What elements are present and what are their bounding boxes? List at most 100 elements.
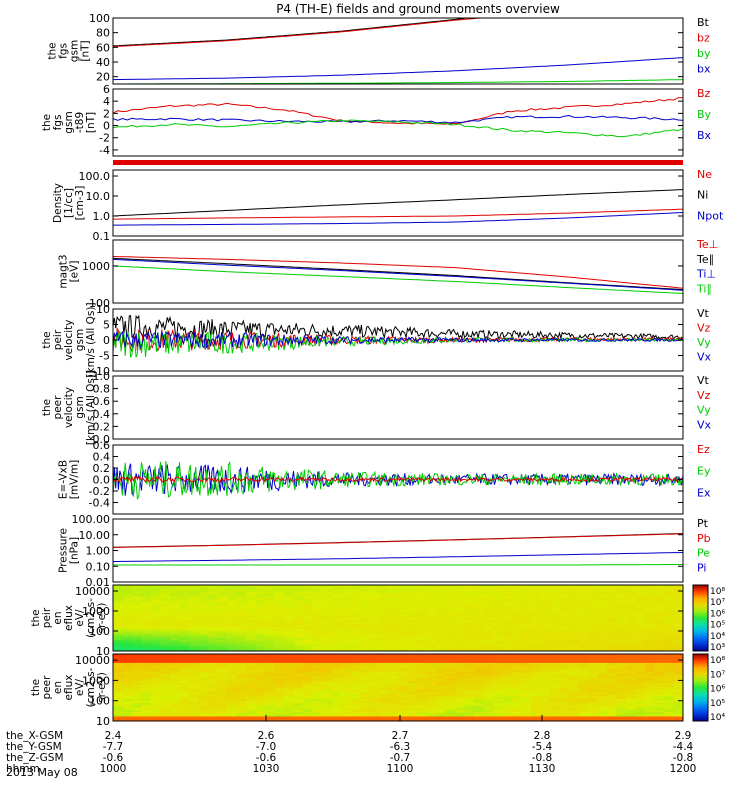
heatmap-cell: [369, 674, 380, 677]
heatmap-cell: [445, 654, 456, 657]
heatmap-cell: [189, 604, 200, 608]
heatmap-cell: [331, 644, 342, 648]
heatmap-cell: [141, 622, 152, 626]
heatmap-cell: [483, 646, 494, 650]
heatmap-cell: [645, 698, 656, 702]
heatmap-cell: [502, 716, 513, 720]
heatmap-cell: [170, 674, 181, 677]
heatmap-cell: [369, 585, 380, 588]
heatmap-cell: [569, 662, 580, 666]
heatmap-cell: [208, 694, 219, 697]
heatmap-cell: [673, 694, 683, 697]
heatmap-cell: [474, 607, 485, 610]
heatmap-cell: [322, 687, 333, 691]
heatmap-cell: [597, 656, 608, 659]
heatmap-cell: [170, 716, 181, 720]
heatmap-cell: [341, 626, 352, 630]
heatmap-cell: [474, 587, 485, 590]
heatmap-cell: [417, 629, 428, 632]
heatmap-cell: [141, 648, 152, 651]
heatmap-cell: [236, 696, 247, 700]
y-axis-label-line: en: [52, 611, 64, 624]
heatmap-cell: [331, 705, 342, 709]
heatmap-cell: [493, 662, 504, 666]
heatmap-cell: [645, 646, 656, 650]
heatmap-cell: [113, 600, 124, 604]
heatmap-cell: [626, 589, 637, 593]
heatmap-cell: [436, 705, 447, 709]
heatmap-cell: [550, 602, 561, 606]
heatmap-cell: [531, 589, 542, 593]
heatmap-cell: [217, 667, 228, 671]
heatmap-cell: [426, 591, 437, 595]
heatmap-cell: [426, 680, 437, 684]
heatmap-cell: [474, 709, 485, 713]
heatmap-cell: [179, 712, 190, 715]
heatmap-cell: [265, 654, 276, 657]
heatmap-cell: [151, 600, 162, 604]
legend-entry: Vz: [697, 322, 711, 335]
heatmap-cell: [597, 631, 608, 634]
heatmap-cell: [141, 671, 152, 675]
heatmap-cell: [322, 671, 333, 675]
heatmap-cell: [379, 629, 390, 632]
heatmap-cell: [341, 703, 352, 706]
heatmap-cell: [540, 674, 551, 677]
heatmap-cell: [607, 648, 618, 651]
heatmap-cell: [398, 587, 409, 590]
heatmap-cell: [673, 635, 683, 639]
heatmap-cell: [578, 589, 589, 593]
heatmap-cell: [132, 714, 143, 718]
heatmap-cell: [189, 644, 200, 648]
heatmap-cell: [512, 622, 523, 626]
y-axis-label-line: the: [41, 114, 53, 131]
heatmap-cell: [445, 640, 456, 643]
heatmap-cell: [227, 714, 238, 718]
heatmap-cell: [312, 703, 323, 706]
heatmap-cell: [122, 698, 133, 702]
heatmap-cell: [217, 712, 228, 715]
heatmap-cell: [626, 700, 637, 704]
heatmap-cell: [512, 698, 523, 702]
heatmap-cell: [664, 609, 675, 612]
heatmap-cell: [455, 609, 466, 612]
heatmap-cell: [673, 622, 683, 626]
heatmap-cell: [151, 656, 162, 659]
heatmap-cell: [521, 671, 532, 675]
heatmap-cell: [521, 656, 532, 659]
heatmap-cell: [540, 644, 551, 648]
heatmap-cell: [455, 669, 466, 673]
heatmap-cell: [474, 660, 485, 664]
heatmap-cell: [217, 607, 228, 610]
heatmap-cell: [369, 700, 380, 704]
heatmap-cell: [151, 587, 162, 590]
heatmap-cell: [474, 602, 485, 606]
heatmap-cell: [141, 607, 152, 610]
y-axis-label-line: the: [41, 331, 53, 348]
heatmap-cell: [512, 692, 523, 695]
heatmap-cell: [502, 622, 513, 626]
heatmap-cell: [132, 615, 143, 619]
heatmap-cell: [426, 667, 437, 671]
heatmap-cell: [474, 667, 485, 671]
heatmap-cell: [236, 680, 247, 684]
panel-frame: [112, 518, 684, 583]
heatmap-cell: [293, 658, 304, 662]
heatmap-cell: [388, 662, 399, 666]
heatmap-cell: [293, 646, 304, 650]
heatmap-cell: [274, 707, 285, 711]
heatmap-cell: [673, 654, 683, 657]
heatmap-cell: [445, 683, 456, 686]
heatmap-cell: [578, 644, 589, 648]
heatmap-cell: [160, 602, 171, 606]
heatmap-cell: [398, 703, 409, 706]
heatmap-cell: [265, 618, 276, 621]
heatmap-cell: [588, 598, 599, 601]
heatmap-cell: [673, 587, 683, 590]
heatmap-cell: [132, 705, 143, 709]
heatmap-cell: [635, 624, 646, 628]
heatmap-cell: [417, 665, 428, 668]
heatmap-cell: [350, 662, 361, 666]
heatmap-cell: [512, 624, 523, 628]
